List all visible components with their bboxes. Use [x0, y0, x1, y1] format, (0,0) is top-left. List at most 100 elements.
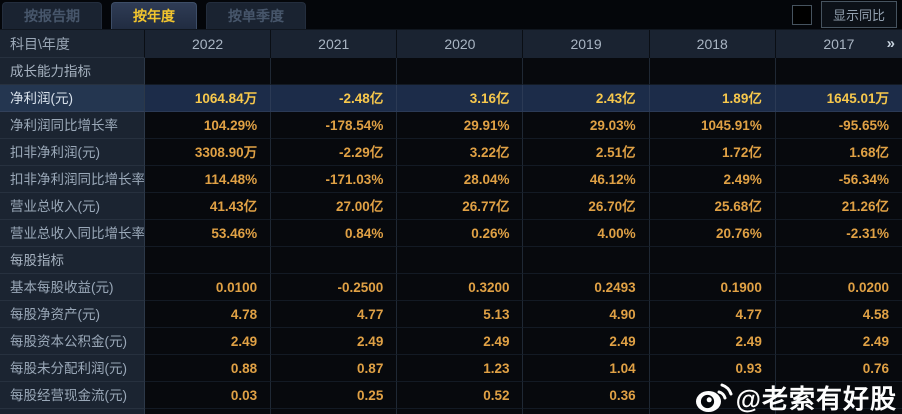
cell-value: 3308.90万 — [145, 139, 272, 166]
table-row[interactable]: 扣非净利润同比增长率 114.48% -171.03% 28.04% 46.12% 2.4… — [0, 166, 902, 193]
year-header: 2022 — [145, 30, 272, 58]
tab-yearly[interactable]: 按年度 — [111, 2, 197, 29]
cell-value: 1.68亿 — [775, 139, 902, 166]
table-row[interactable]: 营业总收入(元) 41.43亿 27.00亿 26.77亿 26.70亿 25.68亿 21… — [0, 193, 902, 220]
row-label: 每股资本公积金(元) — [0, 328, 145, 355]
cell-value — [145, 409, 272, 414]
row-label: 净利润(元) — [0, 85, 145, 112]
cell-value: 0.0100 — [145, 274, 272, 301]
more-years-chevron-icon[interactable]: » — [886, 35, 895, 52]
cell-value: 0.03 — [145, 382, 272, 409]
year-header-label: 2017 — [823, 36, 855, 52]
row-label: 扣非净利润同比增长率 — [0, 166, 145, 193]
cell-value — [523, 409, 650, 414]
cell-value: 4.00% — [523, 220, 650, 247]
section-row: 每股指标 — [0, 247, 902, 274]
table-row[interactable]: 营业总收入同比增长率 53.46% 0.84% 0.26% 4.00% 20.76% -2.… — [0, 220, 902, 247]
cell-value: -56.34% — [775, 166, 902, 193]
cell-value: 114.48% — [145, 166, 272, 193]
year-header: 2017 » — [776, 30, 902, 58]
cell-value: 25.68亿 — [649, 193, 776, 220]
cell-value: 2.49 — [649, 328, 776, 355]
cell-value: 0.52 — [397, 382, 524, 409]
cell-value — [775, 58, 902, 85]
cell-value: 0.84% — [271, 220, 398, 247]
cell-value: 0.0200 — [775, 274, 902, 301]
cell-value: 0.36 — [523, 382, 650, 409]
cell-value: 41.43亿 — [145, 193, 272, 220]
tab-single-quarter[interactable]: 按单季度 — [206, 2, 306, 29]
section-row: 成长能力指标 — [0, 58, 902, 85]
cell-value: -178.54% — [271, 112, 398, 139]
cell-value: 3.16亿 — [397, 85, 524, 112]
year-header: 2021 — [271, 30, 398, 58]
cell-value: 2.43亿 — [523, 85, 650, 112]
cell-value: 1.23 — [397, 355, 524, 382]
cell-value — [649, 58, 776, 85]
cell-value: 4.78 — [145, 301, 272, 328]
row-label: 扣非净利润(元) — [0, 139, 145, 166]
cell-value: 2.49% — [649, 166, 776, 193]
cell-value: 0.3200 — [397, 274, 524, 301]
financials-table: 科目\年度 2022 2021 2020 2019 2018 2017 » 成长… — [0, 30, 902, 414]
show-yoy-button[interactable]: 显示同比 — [820, 1, 897, 28]
cell-value: 1.72亿 — [649, 139, 776, 166]
cell-value — [271, 247, 398, 274]
cell-value: 4.77 — [649, 301, 776, 328]
cell-value — [649, 409, 776, 414]
cell-value: 2.49 — [523, 328, 650, 355]
cell-value — [523, 58, 650, 85]
cell-value: 4.58 — [775, 301, 902, 328]
table-row[interactable]: 每股净资产(元) 4.78 4.77 5.13 4.90 4.77 4.58 — [0, 301, 902, 328]
row-label: 每股未分配利润(元) — [0, 355, 145, 382]
cell-value — [397, 58, 524, 85]
table-row[interactable]: 净利润(元) 1064.84万 -2.48亿 3.16亿 2.43亿 1.89亿 1645.… — [0, 85, 902, 112]
cell-value: 27.00亿 — [271, 193, 398, 220]
cell-value: 3.22亿 — [397, 139, 524, 166]
cell-value — [775, 247, 902, 274]
year-header: 2019 — [523, 30, 650, 58]
table-row[interactable]: 扣非净利润(元) 3308.90万 -2.29亿 3.22亿 2.51亿 1.72亿 1.6… — [0, 139, 902, 166]
cell-value — [775, 382, 902, 409]
period-tabbar: 按报告期 按年度 按单季度 显示同比 — [0, 0, 902, 30]
table-header-row: 科目\年度 2022 2021 2020 2019 2018 2017 » — [0, 30, 902, 58]
tab-report-period[interactable]: 按报告期 — [2, 2, 102, 29]
corner-header: 科目\年度 — [0, 30, 145, 58]
cell-value: 0.2493 — [523, 274, 650, 301]
table-row[interactable]: 基本每股收益(元) 0.0100 -0.2500 0.3200 0.2493 0.1900… — [0, 274, 902, 301]
cell-value: 26.77亿 — [397, 193, 524, 220]
cell-value: 0.25 — [271, 382, 398, 409]
cell-value: 104.29% — [145, 112, 272, 139]
cell-value: 29.91% — [397, 112, 524, 139]
cell-value: 46.12% — [523, 166, 650, 193]
row-label: 营业总收入同比增长率 — [0, 220, 145, 247]
row-label: 每股经营现金流(元) — [0, 382, 145, 409]
table-row[interactable]: 每股资本公积金(元) 2.49 2.49 2.49 2.49 2.49 2.49 — [0, 328, 902, 355]
table-row[interactable]: 净利润同比增长率 104.29% -178.54% 29.91% 29.03% 1045.… — [0, 112, 902, 139]
cell-value: 1064.84万 — [145, 85, 272, 112]
show-yoy-checkbox[interactable] — [791, 4, 812, 25]
cell-value — [397, 247, 524, 274]
cell-value: 1645.01万 — [775, 85, 902, 112]
cell-value — [145, 247, 272, 274]
cell-value: 21.26亿 — [775, 193, 902, 220]
cell-value: 2.49 — [271, 328, 398, 355]
cell-value: 0.76 — [775, 355, 902, 382]
cell-value: 1.89亿 — [649, 85, 776, 112]
cell-value: 2.49 — [145, 328, 272, 355]
cell-value: 26.70亿 — [523, 193, 650, 220]
cell-value: -2.29亿 — [271, 139, 398, 166]
cell-value: 2.51亿 — [523, 139, 650, 166]
table-row[interactable]: 每股未分配利润(元) 0.88 0.87 1.23 1.04 0.93 0.76 — [0, 355, 902, 382]
table-body: 成长能力指标 净利润(元) 1064.84万 -2.48亿 3.16亿 2.43亿 1.89… — [0, 58, 902, 414]
cell-value — [397, 409, 524, 414]
cell-value: 28.04% — [397, 166, 524, 193]
cell-value: 1045.91% — [649, 112, 776, 139]
cell-value: 5.13 — [397, 301, 524, 328]
cell-value: 4.77 — [271, 301, 398, 328]
row-label: 成长能力指标 — [0, 58, 145, 85]
table-row[interactable]: 每股经营现金流(元) 0.03 0.25 0.52 0.36 — [0, 382, 902, 409]
cell-value — [271, 58, 398, 85]
cell-value — [775, 409, 902, 414]
row-label: 每股净资产(元) — [0, 301, 145, 328]
